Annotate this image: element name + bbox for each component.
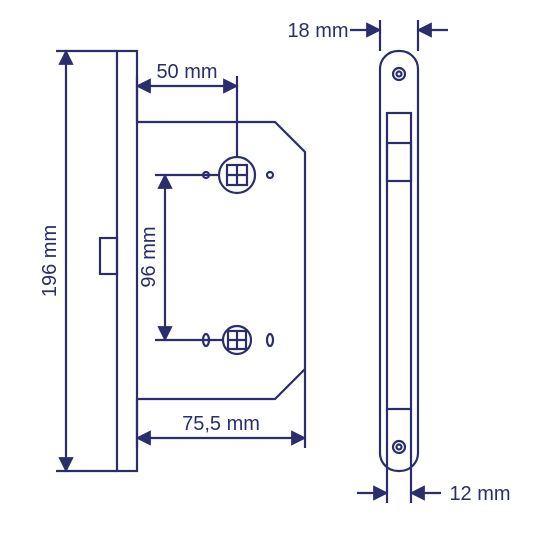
- latch-bolt: [100, 238, 117, 274]
- dim-label: 50 mm: [156, 61, 217, 83]
- dim-backset: 50 mm: [137, 61, 237, 157]
- dim-label: 196 mm: [39, 225, 61, 297]
- strike-plate: [387, 113, 411, 409]
- screw-slot: [267, 334, 273, 346]
- dim-height: 196 mm: [39, 51, 117, 471]
- dim-label: 96 mm: [138, 226, 160, 287]
- latch-opening: [387, 143, 411, 181]
- dim-case-depth: 75,5 mm: [137, 369, 305, 448]
- faceplate: [117, 51, 137, 471]
- dim-label: 75,5 mm: [182, 413, 260, 435]
- dim-label: 18 mm: [287, 20, 348, 42]
- screw-hole: [267, 172, 273, 178]
- lock-technical-drawing: 196 mm 50 mm 96 mm 75,5 mm: [0, 0, 551, 551]
- dim-forend-width: 18 mm: [287, 20, 448, 51]
- forend-screw-bottom: [393, 441, 405, 453]
- dim-centres: 96 mm: [138, 175, 223, 340]
- dim-label: 12 mm: [449, 483, 510, 505]
- lock-case: [137, 122, 305, 399]
- forend-screw-top: [393, 68, 405, 80]
